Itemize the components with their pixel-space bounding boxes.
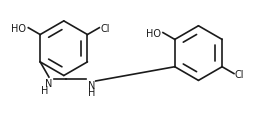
Text: Cl: Cl <box>235 69 245 79</box>
Text: HO: HO <box>11 24 26 33</box>
Text: H: H <box>41 85 49 95</box>
Text: H: H <box>88 87 95 97</box>
Text: N: N <box>45 78 52 88</box>
Text: Cl: Cl <box>100 24 110 33</box>
Text: HO: HO <box>146 28 161 38</box>
Text: N: N <box>88 80 95 90</box>
